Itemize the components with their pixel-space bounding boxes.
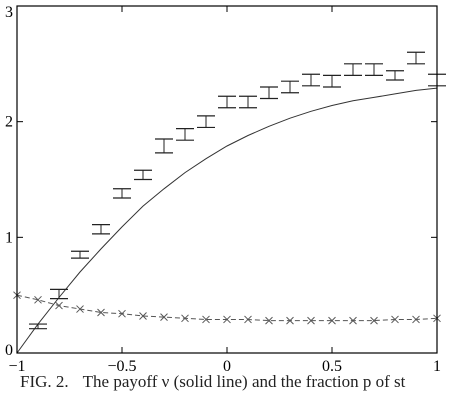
error-bar: [50, 288, 68, 300]
x-axis-ticks: −1 −0.5 0 0.5 1: [8, 6, 441, 372]
y-tick-label: 3: [5, 4, 13, 21]
x-tick-label: −1: [8, 358, 25, 372]
solid-line-path: [16, 87, 438, 354]
cross-stroke: [55, 301, 63, 310]
error-bar: [176, 128, 194, 141]
cross-marker: [160, 313, 168, 321]
cross-stroke: [160, 313, 168, 321]
cross-marker: [139, 312, 147, 320]
cross-stroke: [412, 315, 420, 324]
figure-caption: FIG. 2. The payoff ν (solid line) and the…: [20, 372, 474, 402]
cross-stroke: [244, 315, 252, 324]
cross-stroke: [139, 312, 147, 320]
cross-stroke: [181, 314, 189, 323]
error-bar: [344, 63, 362, 77]
cross-stroke: [307, 316, 315, 325]
series-error-bars: [29, 51, 446, 330]
cross-marker: [286, 316, 294, 325]
cross-marker: [328, 316, 336, 325]
cross-marker: [370, 316, 378, 325]
x-tick-label: 1: [433, 358, 441, 372]
y-axis-ticks: 0 1 2 3: [5, 4, 437, 359]
cross-marker: [202, 315, 210, 324]
error-bar: [260, 86, 278, 100]
x-tick-label: 0: [223, 358, 231, 372]
error-bar: [155, 138, 173, 154]
cross-stroke: [349, 316, 357, 325]
cross-marker: [307, 316, 315, 325]
cross-stroke: [286, 316, 294, 325]
cross-marker: [391, 315, 399, 324]
caption-line-2: ...: [20, 392, 32, 400]
error-bar: [29, 323, 47, 330]
error-bar: [239, 95, 257, 109]
cross-marker: [223, 315, 231, 324]
cross-stroke: [97, 308, 105, 317]
error-bar: [386, 70, 404, 81]
y-tick-label: 1: [5, 229, 13, 246]
cross-marker: [76, 305, 84, 313]
cross-stroke: [223, 315, 231, 324]
caption-text: The payoff ν (solid line) and the fracti…: [82, 372, 406, 391]
cross-marker: [265, 316, 273, 325]
cross-stroke: [118, 309, 126, 318]
error-bar: [71, 250, 89, 259]
plot-frame: [16, 5, 438, 354]
cross-stroke: [76, 305, 84, 313]
caption-label: FIG. 2.: [20, 372, 69, 391]
y-tick-label: 0: [5, 342, 13, 359]
chart-plot: −1 −0.5 0 0.5 1 0 1 2 3: [5, 4, 446, 372]
cross-marker: [55, 301, 63, 310]
cross-marker: [412, 315, 420, 324]
error-bar: [281, 80, 299, 94]
cross-marker: [244, 315, 252, 324]
series-solid-line: [16, 87, 438, 354]
dashed-line-path: [16, 294, 438, 322]
error-bar: [365, 63, 383, 77]
x-tick-label: 0.5: [322, 358, 342, 372]
error-bar: [407, 51, 425, 65]
x-tick-label: −0.5: [107, 358, 136, 372]
cross-stroke: [34, 295, 42, 304]
y-tick-label: 2: [5, 114, 13, 131]
error-bar: [323, 74, 341, 88]
cross-marker: [349, 316, 357, 325]
cross-marker: [181, 314, 189, 323]
error-bar: [113, 188, 131, 199]
cross-stroke: [202, 315, 210, 324]
cross-stroke: [328, 316, 336, 325]
cross-marker: [34, 295, 42, 304]
cross-marker: [118, 309, 126, 318]
error-bar: [134, 169, 152, 181]
error-bar: [92, 224, 110, 235]
cross-stroke: [265, 316, 273, 325]
error-bar: [218, 95, 236, 109]
cross-stroke: [370, 316, 378, 325]
error-bar: [197, 115, 215, 129]
series-dashed-cross: [13, 291, 441, 325]
cross-marker: [97, 308, 105, 317]
error-bar: [302, 73, 320, 87]
cross-stroke: [391, 315, 399, 324]
